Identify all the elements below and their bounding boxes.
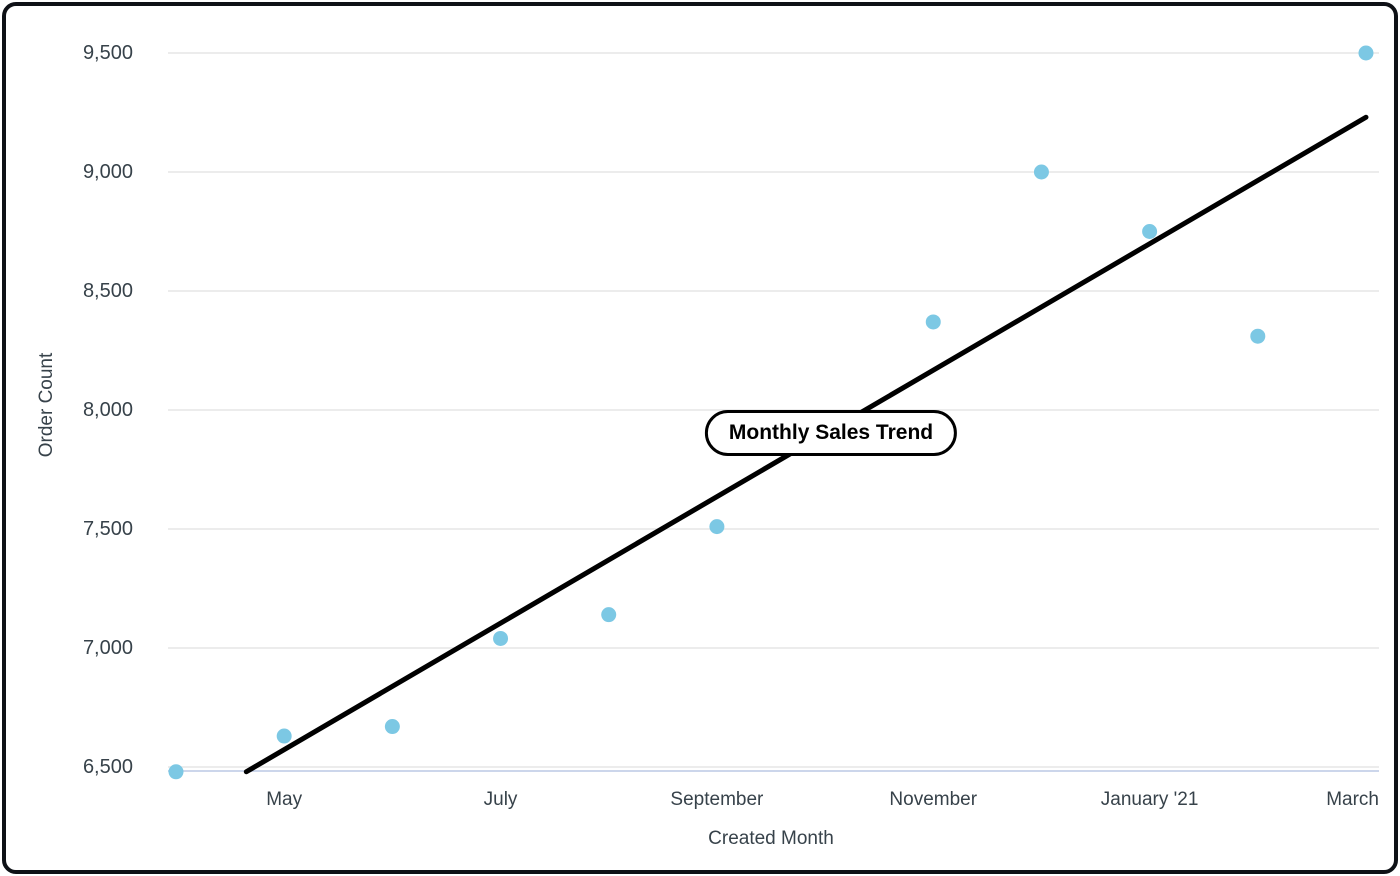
data-point-november[interactable] bbox=[925, 314, 941, 330]
data-point-january-21[interactable] bbox=[1142, 224, 1158, 239]
data-point-may[interactable] bbox=[276, 728, 292, 744]
data-point-april[interactable] bbox=[168, 764, 184, 780]
data-point-december[interactable] bbox=[1033, 164, 1049, 180]
chart-title-annotation: Monthly Sales Trend bbox=[704, 410, 958, 456]
data-point-september[interactable] bbox=[709, 519, 725, 535]
y-tick-label: 7,000 bbox=[82, 637, 133, 659]
x-tick-label: November bbox=[889, 789, 978, 810]
x-tick-label: March bbox=[1326, 789, 1379, 810]
y-tick-label: 8,000 bbox=[82, 399, 133, 421]
x-tick-label: July bbox=[483, 789, 518, 810]
y-tick-label: 7,500 bbox=[82, 518, 133, 540]
data-point-march[interactable] bbox=[1358, 45, 1374, 61]
data-point-july[interactable] bbox=[493, 630, 509, 646]
x-tick-label: September bbox=[670, 789, 764, 810]
y-tick-label: 9,500 bbox=[82, 42, 133, 64]
x-tick-label: May bbox=[266, 789, 303, 810]
y-tick-label: 8,500 bbox=[82, 280, 133, 302]
x-axis-title: Created Month bbox=[708, 828, 834, 849]
data-point-february[interactable] bbox=[1250, 328, 1266, 344]
data-point-june[interactable] bbox=[384, 719, 400, 735]
x-tick-label: January '21 bbox=[1100, 789, 1199, 810]
y-tick-label: 6,500 bbox=[82, 756, 133, 778]
data-point-august[interactable] bbox=[601, 607, 617, 623]
y-tick-label: 9,000 bbox=[82, 161, 133, 183]
